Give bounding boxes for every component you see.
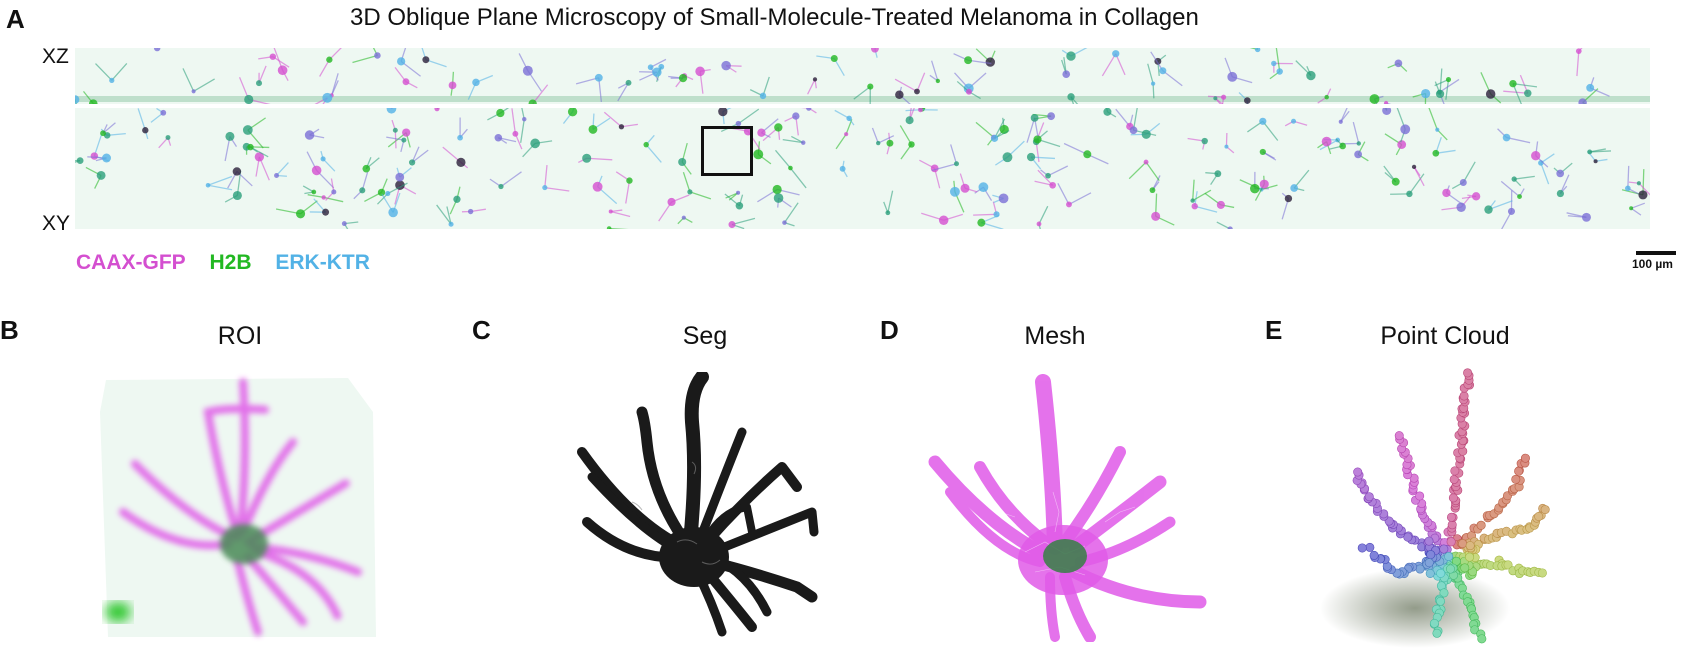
segmentation-image <box>572 372 832 642</box>
roi-box <box>701 126 753 176</box>
panel-c-title: Seg <box>682 322 728 350</box>
panel-e-letter: E <box>1265 315 1283 345</box>
scale-bar-label: 100 µm <box>1632 257 1673 271</box>
xy-view-image <box>75 108 1650 229</box>
panel-d-letter: D <box>880 315 899 345</box>
point-cloud-image <box>1320 368 1640 658</box>
panel-c-letter: C <box>472 315 491 345</box>
channel-legend: CAAX-GFP H2B ERK-KTR <box>76 251 388 275</box>
figure-title: 3D Oblique Plane Microscopy of Small-Mol… <box>350 4 1199 31</box>
panel-b-letter: B <box>0 315 19 345</box>
scale-bar <box>1636 251 1676 255</box>
roi-image <box>98 372 378 642</box>
legend-erk-ktr: ERK-KTR <box>275 251 370 274</box>
panel-d-title: Mesh <box>1024 322 1086 350</box>
mesh-image <box>925 372 1210 642</box>
panel-b-title: ROI <box>217 322 263 350</box>
xz-view-image <box>75 48 1650 104</box>
panel-a-letter: A <box>6 4 25 34</box>
xz-view-label: XZ <box>42 45 69 68</box>
legend-caax-gfp: CAAX-GFP <box>76 251 186 274</box>
legend-h2b: H2B <box>209 251 252 274</box>
xy-view-label: XY <box>42 212 71 235</box>
panel-e-title: Point Cloud <box>1380 322 1510 350</box>
